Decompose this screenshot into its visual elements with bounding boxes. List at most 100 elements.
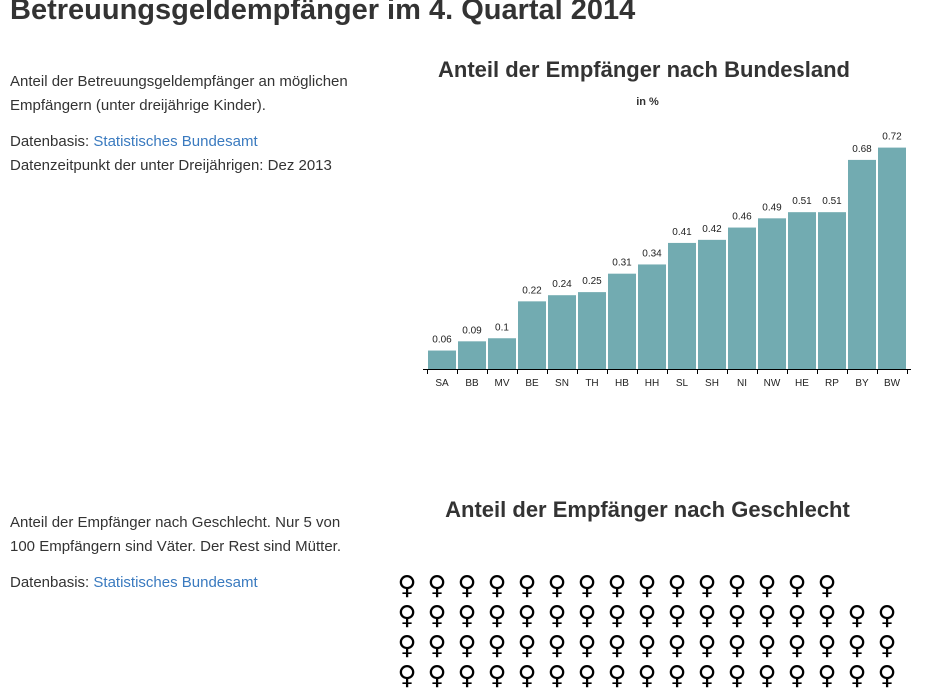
- bar-value-label-ni: 0.46: [732, 212, 752, 223]
- bar-ni: [728, 227, 756, 369]
- bar-mv: [488, 338, 516, 369]
- female-symbol-icon: ♀: [487, 631, 507, 661]
- bar-value-label-sl: 0.41: [672, 227, 692, 238]
- female-symbol-icon: ♀: [847, 601, 867, 631]
- bar-value-label-sh: 0.42: [702, 224, 722, 235]
- female-symbol-icon: ♀: [787, 571, 807, 601]
- female-symbol-icon: ♀: [757, 631, 777, 661]
- x-tick-label-bw: BW: [884, 378, 901, 389]
- female-symbol-icon: ♀: [637, 571, 657, 601]
- bundesland-date-note: Datenzeitpunkt der unter Dreijährigen: D…: [10, 157, 332, 174]
- bar-value-label-sa: 0.06: [432, 335, 452, 346]
- female-symbol-icon: ♀: [817, 601, 837, 631]
- x-tick-label-sh: SH: [705, 378, 719, 389]
- female-symbol-icon: ♀: [637, 631, 657, 661]
- female-symbol-icon: ♀: [757, 601, 777, 631]
- x-tick-label-rp: RP: [825, 378, 839, 389]
- bar-bb: [458, 341, 486, 369]
- bar-value-label-rp: 0.51: [822, 196, 842, 207]
- female-symbol-icon: ♀: [517, 601, 537, 631]
- female-symbol-icon: ♀: [697, 571, 717, 601]
- x-tick-label-sl: SL: [676, 378, 689, 389]
- female-symbol-icon: ♀: [487, 571, 507, 601]
- bar-hh: [638, 264, 666, 369]
- female-symbol-icon: ♀: [577, 661, 597, 691]
- female-symbol-icon: ♀: [847, 631, 867, 661]
- female-symbol-icon: ♀: [397, 601, 417, 631]
- x-tick-label-mv: MV: [495, 378, 510, 389]
- female-symbol-icon: ♀: [517, 631, 537, 661]
- female-symbol-icon: ♀: [667, 571, 687, 601]
- female-symbol-icon: ♀: [607, 601, 627, 631]
- female-symbol-icon: ♀: [877, 601, 897, 631]
- female-symbol-icon: ♀: [427, 601, 447, 631]
- geschlecht-source-prefix: Datenbasis:: [10, 574, 94, 591]
- female-symbol-icon: ♀: [427, 631, 447, 661]
- bar-bw: [878, 147, 906, 369]
- female-symbol-icon: ♀: [577, 571, 597, 601]
- bundesland-bar-chart: 0.06 SA 0.09 BB 0.1 MV 0.22 BE 0.24 SN 0.25 TH 0.31 H…: [423, 132, 911, 389]
- bar-value-label-sn: 0.24: [552, 279, 572, 290]
- geschlecht-source-line: Datenbasis: Statistisches Bundesamt: [10, 571, 355, 595]
- female-symbol-icon: ♀: [727, 631, 747, 661]
- female-symbol-icon: ♀: [817, 631, 837, 661]
- female-symbol-icon: ♀: [847, 661, 867, 691]
- bar-th: [578, 292, 606, 369]
- bundesland-chart-title: Anteil der Empfänger nach Bundesland: [438, 57, 850, 82]
- female-symbol-icon: ♀: [697, 631, 717, 661]
- bar-value-label-hh: 0.34: [642, 248, 662, 259]
- female-symbol-icon: ♀: [727, 571, 747, 601]
- geschlecht-description-panel: Anteil der Empfänger nach Geschlecht. Nu…: [10, 511, 355, 607]
- bar-by: [848, 159, 876, 369]
- bar-value-label-bb: 0.09: [462, 325, 482, 336]
- bar-he: [788, 212, 816, 369]
- bundesland-description: Anteil der Betreuungsgeldempfänger an mö…: [10, 73, 348, 114]
- female-symbol-icon: ♀: [487, 661, 507, 691]
- bar-value-label-he: 0.51: [792, 196, 812, 207]
- page-title: Betreuungsgeldempfänger im 4. Quartal 20…: [10, 0, 636, 26]
- female-symbol-icon: ♀: [457, 601, 477, 631]
- female-symbol-icon: ♀: [427, 661, 447, 691]
- female-symbol-icon: ♀: [877, 631, 897, 661]
- female-symbol-icon: ♀: [727, 661, 747, 691]
- female-symbol-icon: ♀: [547, 571, 567, 601]
- female-symbol-icon: ♀: [487, 601, 507, 631]
- female-symbol-icon: ♀: [547, 631, 567, 661]
- bundesland-source-link[interactable]: Statistisches Bundesamt: [93, 133, 258, 150]
- x-tick-label-be: BE: [525, 378, 539, 389]
- bar-sa: [428, 350, 456, 369]
- female-symbol-icon: ♀: [667, 601, 687, 631]
- bar-sl: [668, 242, 696, 369]
- female-symbol-icon: ♀: [637, 601, 657, 631]
- x-tick-label-bb: BB: [465, 378, 479, 389]
- female-symbol-icon: ♀: [817, 661, 837, 691]
- bar-value-label-th: 0.25: [582, 276, 602, 287]
- geschlecht-description: Anteil der Empfänger nach Geschlecht. Nu…: [10, 514, 342, 555]
- female-symbol-icon: ♀: [667, 631, 687, 661]
- bundesland-description-panel: Anteil der Betreuungsgeldempfänger an mö…: [10, 70, 355, 190]
- bundesland-source-prefix: Datenbasis:: [10, 133, 94, 150]
- female-symbol-icon: ♀: [457, 571, 477, 601]
- bar-value-label-nw: 0.49: [762, 202, 782, 213]
- female-symbol-icon: ♀: [787, 601, 807, 631]
- bar-rp: [818, 212, 846, 369]
- bar-value-label-be: 0.22: [522, 285, 542, 296]
- female-symbol-icon: ♀: [727, 601, 747, 631]
- female-symbol-icon: ♀: [607, 661, 627, 691]
- bar-value-label-bw: 0.72: [882, 132, 902, 143]
- bar-sh: [698, 239, 726, 369]
- female-symbol-icon: ♀: [577, 601, 597, 631]
- female-symbol-icon: ♀: [397, 631, 417, 661]
- female-symbol-icon: ♀: [397, 661, 417, 691]
- female-symbol-icon: ♀: [637, 661, 657, 691]
- x-tick-label-hh: HH: [645, 378, 659, 389]
- bundesland-source-line: Datenbasis: Statistisches Bundesamt: [10, 130, 355, 154]
- geschlecht-source-link[interactable]: Statistisches Bundesamt: [93, 574, 258, 591]
- x-tick-label-sa: SA: [435, 378, 449, 389]
- female-symbol-icon: ♀: [697, 601, 717, 631]
- female-symbol-icon: ♀: [757, 571, 777, 601]
- x-tick-label-he: HE: [795, 378, 809, 389]
- x-tick-label-by: BY: [855, 378, 869, 389]
- female-symbol-icon: ♀: [517, 661, 537, 691]
